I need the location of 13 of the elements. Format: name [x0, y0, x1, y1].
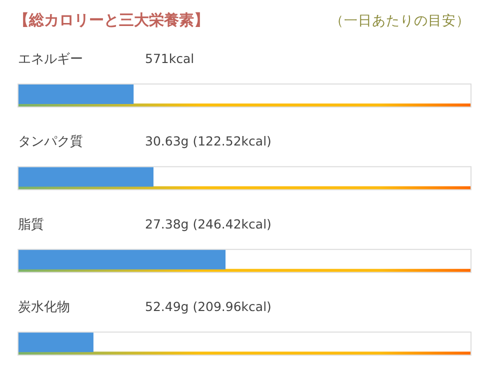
annotation: 27.38g (246.42kcal) [145, 216, 272, 232]
annotation: 30.63g (122.52kcal) [145, 134, 272, 149]
y-tick-label: 脂質 [18, 217, 44, 232]
bar [18, 167, 154, 187]
y-tick-label: タンパク質 [18, 134, 83, 150]
y-tick-label: エネルギー [18, 52, 83, 67]
bar [18, 84, 134, 104]
y-tick-label: 炭水化物 [18, 300, 70, 316]
bar [18, 332, 94, 352]
text: （一日あたりの目安） [330, 13, 470, 29]
annotation: 52.49g (209.96kcal) [145, 299, 272, 314]
chart-title: 【総カロリーと三大栄養素】 [14, 11, 209, 29]
annotation: 571kcal [145, 51, 194, 66]
